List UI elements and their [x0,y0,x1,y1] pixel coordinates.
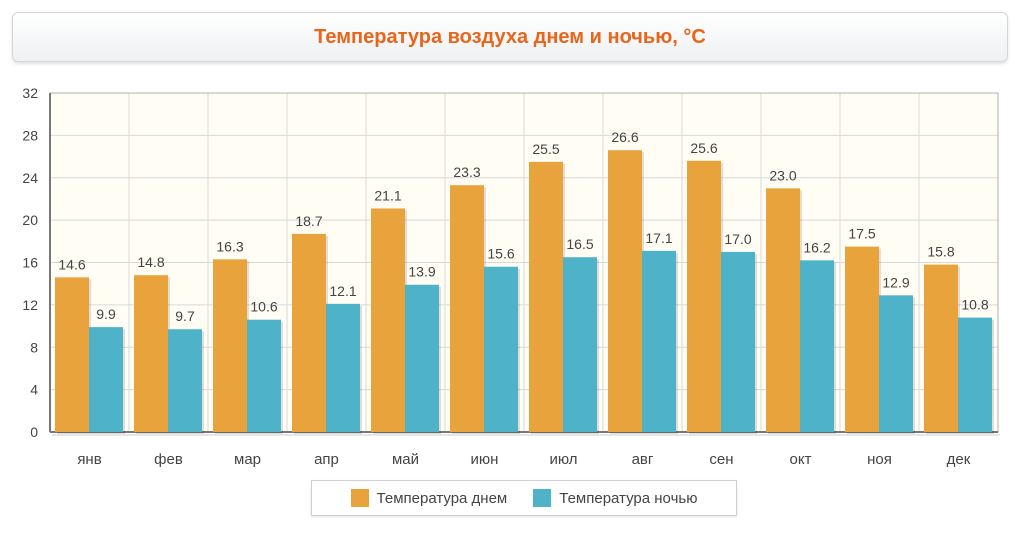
y-tick-label: 16 [22,255,38,271]
bar-night [642,250,676,432]
y-tick-label: 4 [30,382,38,398]
y-tick-label: 32 [22,85,38,101]
bar-night [563,257,597,432]
x-tick-label: окт [790,451,812,468]
bar-night [879,295,913,432]
legend-swatch-night [533,489,552,507]
data-label-day: 23.0 [769,167,796,183]
x-tick-label: апр [314,451,339,468]
bar-day [766,188,800,432]
data-label-day: 23.3 [453,164,480,180]
data-label-day: 26.6 [611,129,638,145]
bar-night [405,284,439,432]
bar-night [958,317,992,432]
chart-title-bar: Температура воздуха днем и ночью, °С [12,12,1008,62]
x-tick-label: мар [234,451,261,468]
data-label-night: 17.0 [724,231,751,247]
bar-day [529,161,563,432]
y-tick-label: 28 [22,127,38,143]
data-label-night: 9.9 [96,306,116,322]
bar-day [687,160,721,433]
bar-day [924,264,958,432]
bar-night [721,251,755,432]
bar-night [247,319,281,432]
legend-label-day: Температура днем [376,489,508,507]
data-label-night: 13.9 [408,264,435,280]
bar-night [484,266,518,432]
data-label-day: 18.7 [295,213,322,229]
x-tick-label: сен [709,451,733,468]
legend-item-night[interactable]: Температура ночью [533,489,697,507]
bar-day [292,233,326,432]
data-label-night: 16.2 [803,239,830,255]
bar-day [371,208,405,432]
x-tick-label: янв [77,451,101,468]
y-tick-label: 12 [22,297,38,313]
x-tick-label: фев [154,451,183,468]
legend-item-day[interactable]: Температура днем [350,489,508,507]
data-label-day: 15.8 [927,244,954,260]
x-tick-label: ноя [867,451,892,468]
x-tick-label: июл [549,451,577,468]
data-label-night: 15.6 [487,246,514,262]
x-tick-label: июн [471,451,499,468]
data-label-day: 25.6 [690,140,717,156]
chart-legend: Температура днем Температура ночью [311,480,737,516]
bar-night [326,303,360,432]
bar-day [134,275,168,432]
data-label-day: 21.1 [374,187,401,203]
bar-day [450,185,484,432]
data-label-day: 17.5 [848,226,875,242]
data-label-day: 14.8 [137,254,164,270]
data-label-day: 14.6 [58,256,85,272]
bar-night [800,260,834,432]
y-tick-label: 8 [30,339,38,355]
y-tick-label: 0 [30,424,38,440]
data-label-night: 10.8 [961,297,988,313]
bar-night [168,329,202,432]
x-tick-label: дек [947,451,971,468]
x-tick-label: авг [632,451,654,468]
bar-day [55,277,89,432]
bar-day [213,259,247,432]
data-label-night: 10.6 [250,299,277,315]
legend-label-night: Температура ночью [559,489,698,507]
data-label-day: 25.5 [532,141,559,157]
data-label-day: 16.3 [216,238,243,254]
y-tick-label: 20 [22,212,38,228]
data-label-night: 12.1 [329,283,356,299]
legend-swatch-day [350,489,369,507]
data-label-night: 17.1 [645,230,672,246]
chart-title: Температура воздуха днем и ночью, °С [314,25,706,48]
bar-night [89,327,123,432]
data-label-night: 16.5 [566,236,593,252]
bar-day [845,246,879,432]
x-tick-label: май [392,451,419,468]
data-label-night: 9.7 [175,308,195,324]
data-label-night: 12.9 [882,274,909,290]
bar-day [608,150,642,433]
y-tick-label: 24 [22,170,38,186]
